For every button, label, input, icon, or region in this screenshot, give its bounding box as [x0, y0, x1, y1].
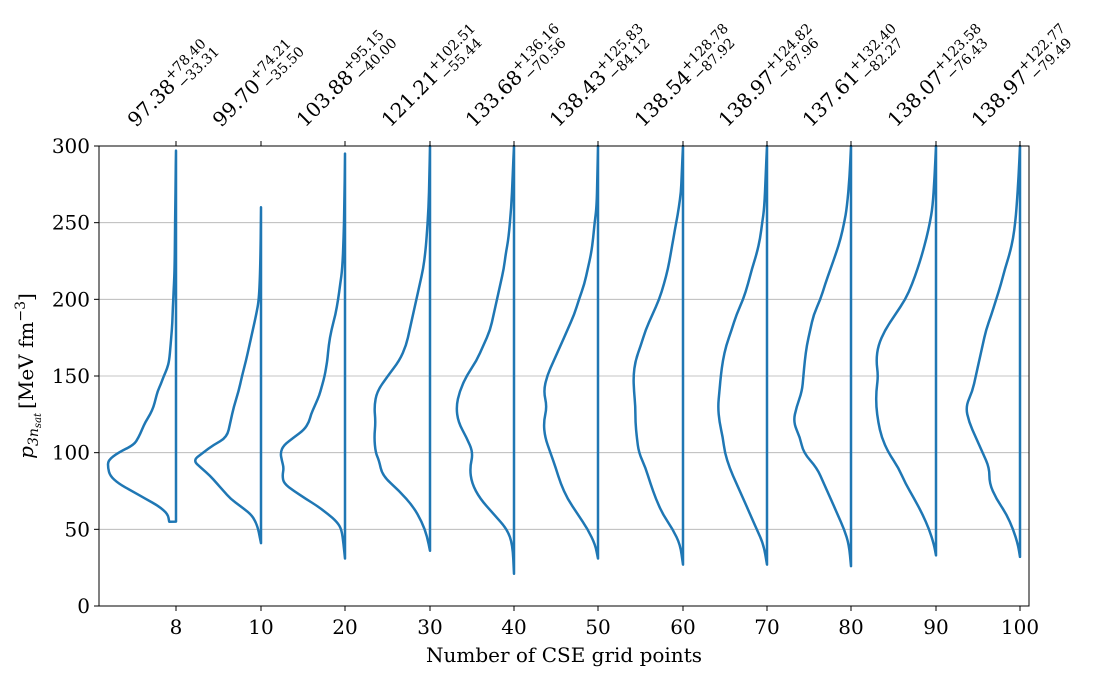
top-annotation-text: 97.38+78.40	[121, 36, 217, 132]
x-tick-label: 40	[501, 615, 526, 639]
y-axis-label: p3nsat [MeV fm−3]	[13, 293, 44, 459]
violin-60	[632, 144, 685, 566]
y-tick-label: 300	[52, 134, 90, 158]
y-axis-label-subscript: 3n	[26, 428, 42, 446]
median-value: 138.54	[630, 65, 696, 131]
violin-70	[717, 144, 769, 566]
gridlines	[99, 222, 1029, 530]
y-axis-label-unit-exponent: −3	[13, 301, 29, 322]
median-value: 138.43	[545, 65, 611, 131]
median-value: 138.97	[967, 65, 1033, 131]
y-tick-label: 0	[77, 594, 90, 618]
top-annotation-10: 99.70+74.21−35.50	[206, 36, 308, 132]
violin-80	[793, 144, 853, 568]
y-axis-label-unit-close: ]	[14, 293, 38, 301]
y-axis-label-symbol: p	[14, 446, 38, 459]
x-tick-label: 100	[1001, 615, 1039, 639]
x-axis-label: Number of CSE grid points	[426, 643, 702, 667]
x-tick-label: 80	[838, 615, 863, 639]
violin-30	[373, 144, 432, 553]
median-value: 133.68	[461, 65, 527, 131]
median-value: 121.21	[377, 65, 443, 131]
y-axis-label-unit: [MeV fm	[14, 322, 38, 409]
axes: 0 50 100 150 200 250 300 8 10 20 30 40 50 60 70 80 90 100	[52, 134, 1039, 639]
x-tick-label: 70	[754, 615, 779, 639]
violin-100	[965, 144, 1022, 559]
median-value: 103.88	[292, 65, 358, 131]
median-value: 137.61	[798, 65, 864, 131]
y-tick-label: 200	[52, 287, 90, 311]
x-tick-label: 90	[923, 615, 948, 639]
x-tick-label: 60	[670, 615, 695, 639]
top-annotation-8: 97.38+78.40−33.31	[121, 36, 223, 132]
y-tick-label: 100	[52, 441, 90, 465]
y-tick-label: 250	[52, 211, 90, 235]
plot-frame	[98, 145, 1030, 607]
x-tick-label: 30	[417, 615, 442, 639]
median-value: 138.97	[714, 65, 780, 131]
violins	[106, 144, 1022, 576]
median-value: 138.07	[883, 65, 949, 131]
x-tick-label: 8	[170, 615, 183, 639]
violin-40	[455, 144, 516, 576]
x-tick-label: 50	[585, 615, 610, 639]
y-axis-label-subsubscript: sat	[33, 412, 44, 428]
top-annotation-text: 99.70+74.21	[206, 36, 302, 132]
violin-10	[194, 206, 263, 545]
y-tick-label: 50	[65, 517, 90, 541]
x-tick-label: 10	[248, 615, 273, 639]
violin-20	[279, 152, 347, 560]
x-tick-label: 20	[332, 615, 357, 639]
top-annotations: 97.38+78.40−33.3199.70+74.21−35.50103.88…	[121, 21, 1076, 132]
y-tick-label: 150	[52, 364, 90, 388]
violin-90	[874, 144, 938, 557]
violin-50	[542, 144, 600, 560]
violin-8	[106, 149, 178, 523]
